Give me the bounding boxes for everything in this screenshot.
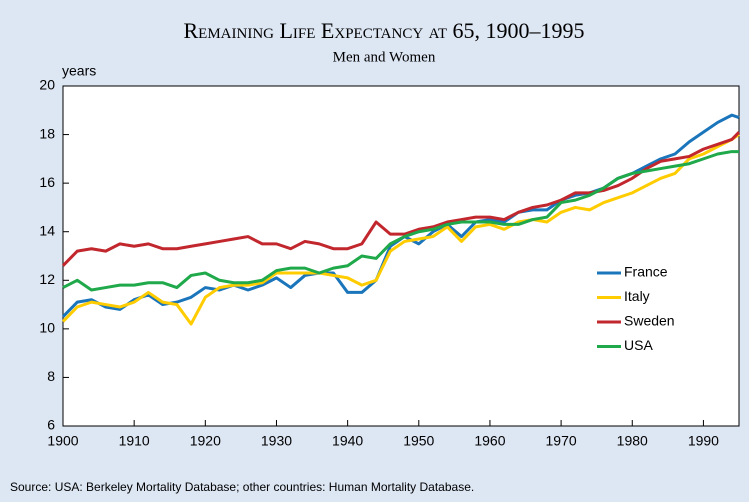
chart-subtitle: Men and Women xyxy=(333,49,436,65)
legend-label: Italy xyxy=(624,288,650,304)
source-note: Source: USA: Berkeley Mortality Database… xyxy=(10,480,474,494)
y-axis-label: years xyxy=(62,63,96,79)
x-tick-label: 1970 xyxy=(546,433,577,449)
x-tick-label: 1980 xyxy=(617,433,648,449)
y-tick-label: 14 xyxy=(39,222,55,238)
x-tick-label: 1940 xyxy=(332,433,363,449)
x-tick-label: 1900 xyxy=(47,433,78,449)
legend-label: France xyxy=(624,264,668,280)
y-tick-label: 16 xyxy=(39,174,55,190)
y-tick-label: 20 xyxy=(39,77,55,93)
legend-label: USA xyxy=(624,337,653,353)
x-tick-label: 1960 xyxy=(474,433,505,449)
x-tick-label: 1990 xyxy=(688,433,719,449)
plot-area xyxy=(62,85,740,427)
y-tick-label: 12 xyxy=(39,271,55,287)
series-line xyxy=(61,131,741,267)
x-tick-label: 1950 xyxy=(403,433,434,449)
y-tick-label: 6 xyxy=(47,417,55,433)
x-tick-label: 1930 xyxy=(261,433,292,449)
chart-title: Remaining Life Expectancy at 65, 1900–19… xyxy=(183,18,584,43)
y-tick-label: 8 xyxy=(47,368,55,384)
series-line xyxy=(61,133,740,326)
series-line xyxy=(62,150,739,292)
y-tick-label: 10 xyxy=(39,320,55,336)
y-tick-label: 18 xyxy=(39,125,55,141)
x-tick-label: 1920 xyxy=(190,433,221,449)
legend-label: Sweden xyxy=(624,313,675,329)
x-tick-label: 1910 xyxy=(119,433,150,449)
